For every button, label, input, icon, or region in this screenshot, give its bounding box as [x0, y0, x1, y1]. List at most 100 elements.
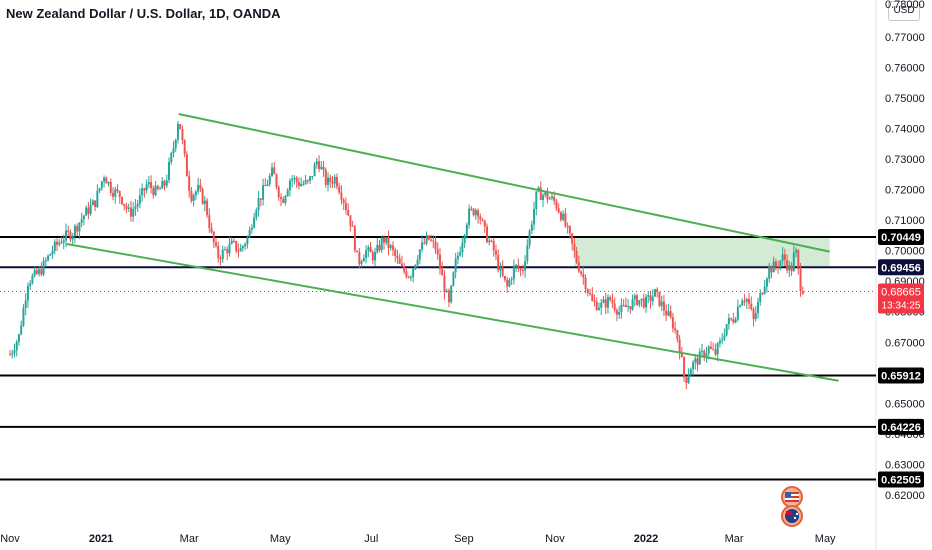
candle-body	[633, 295, 636, 300]
candle-body	[219, 258, 222, 260]
candle-body	[78, 222, 81, 232]
currency-button[interactable]: USD	[888, 1, 920, 21]
candle-body	[687, 375, 690, 383]
us-flag-icon[interactable]	[781, 486, 803, 508]
candle-body	[779, 260, 782, 267]
candle-body	[259, 198, 262, 200]
candle-body	[698, 351, 701, 365]
candle-body	[593, 300, 596, 302]
candle-body	[714, 349, 717, 355]
x-tick-label: Nov	[0, 533, 20, 545]
candle-body	[609, 297, 612, 301]
candle-body	[38, 269, 41, 274]
candle-body	[331, 182, 334, 184]
candle-body	[443, 275, 446, 293]
candle-body	[692, 362, 695, 370]
candle-body	[436, 249, 439, 255]
candle-body	[145, 184, 148, 191]
candle-body	[212, 231, 215, 243]
candle-body	[297, 181, 300, 187]
candle-body	[105, 177, 108, 184]
candle-body	[179, 124, 182, 130]
candle-body	[515, 264, 518, 266]
candle-body	[165, 180, 168, 186]
chart-title: New Zealand Dollar / U.S. Dollar, 1D, OA…	[6, 6, 281, 21]
candle-body	[743, 300, 746, 302]
candle-body	[624, 304, 627, 308]
candle-body	[557, 208, 560, 213]
candle-body	[163, 180, 166, 186]
candle-body	[35, 270, 38, 274]
candle-body	[176, 124, 179, 140]
candle-body	[604, 299, 607, 308]
event-markers[interactable]	[781, 486, 803, 527]
candle-body	[33, 270, 36, 276]
nz-flag-icon[interactable]	[781, 505, 803, 527]
candle-body	[58, 242, 61, 245]
candle-body	[257, 198, 260, 210]
candle-body	[208, 215, 211, 229]
candle-body	[660, 301, 663, 306]
x-tick-label: 2022	[634, 533, 658, 545]
trendline-lower[interactable]	[66, 243, 839, 382]
level-badge	[878, 228, 924, 245]
candle-body	[365, 250, 368, 259]
candle-body	[752, 308, 755, 320]
candle-body	[465, 224, 468, 236]
candle-body	[524, 261, 527, 271]
candle-body	[571, 233, 574, 244]
candle-body	[349, 215, 352, 226]
candle-body	[262, 185, 265, 200]
candle-body	[302, 183, 305, 185]
candle-body	[226, 249, 229, 254]
candle-body	[53, 241, 56, 251]
candle-body	[371, 252, 374, 261]
candle-body	[221, 249, 224, 259]
candle-body	[530, 224, 533, 231]
trendline-upper[interactable]	[178, 112, 830, 253]
candle-body	[575, 250, 578, 263]
candle-body	[241, 246, 244, 249]
candle-body	[497, 254, 500, 271]
candle-body	[228, 243, 231, 254]
candle-body	[611, 300, 614, 304]
candle-body	[335, 176, 338, 187]
candle-body	[669, 311, 672, 318]
candle-body	[273, 167, 276, 175]
candle-body	[132, 209, 135, 217]
candle-body	[293, 177, 296, 179]
x-tick-label: Mar	[725, 533, 744, 545]
candle-body	[333, 176, 336, 184]
candle-body	[642, 298, 645, 308]
candle-body	[723, 335, 726, 340]
candle-body	[638, 300, 641, 305]
candle-body	[676, 330, 679, 340]
candle-body	[203, 200, 206, 204]
candle-body	[432, 240, 435, 242]
candle-body	[718, 340, 721, 344]
candle-body	[253, 217, 256, 228]
candle-body	[147, 182, 150, 185]
candle-body	[595, 301, 598, 310]
candle-body	[156, 185, 159, 190]
candle-body	[358, 252, 361, 264]
candle-body	[613, 303, 616, 311]
candle-body	[548, 198, 551, 200]
candle-body	[13, 350, 16, 354]
y-tick-label-top: 0.78000	[885, 0, 925, 11]
candle-body	[288, 180, 291, 191]
candle-body	[748, 298, 751, 304]
candle-body	[49, 253, 52, 256]
candle-body	[759, 292, 762, 302]
candle-body	[391, 245, 394, 250]
candle-body	[347, 209, 350, 216]
candle-body	[799, 269, 802, 292]
candle-body	[47, 255, 50, 261]
candle-body	[69, 231, 72, 240]
candle-body	[640, 298, 643, 301]
candle-body	[445, 290, 448, 293]
candle-body	[792, 252, 795, 272]
candle-body	[423, 242, 426, 244]
candle-body	[781, 254, 784, 261]
